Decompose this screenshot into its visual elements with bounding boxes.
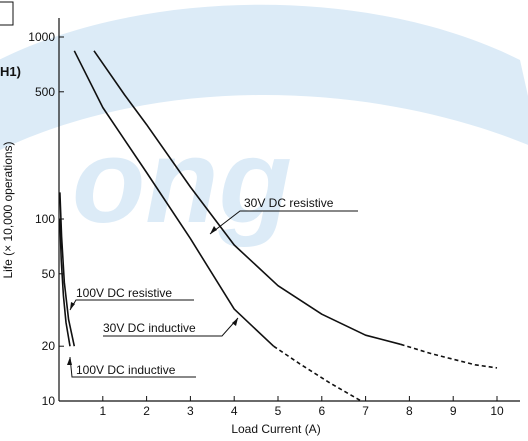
series-extrapolation-30v-dc-resistive bbox=[400, 343, 498, 369]
series-line-100v-dc-resistive bbox=[59, 192, 76, 347]
svg-text:ong: ong bbox=[72, 114, 292, 248]
header-box-fragment bbox=[0, 1, 14, 26]
series-line-30v-dc-inductive bbox=[73, 50, 275, 347]
label-100v-inductive: 100V DC inductive bbox=[67, 356, 196, 378]
x-tick-label: 8 bbox=[406, 404, 413, 418]
series-line-30v-dc-resistive bbox=[93, 50, 401, 346]
series-line-100v-dc-inductive bbox=[59, 218, 71, 347]
label-100v-inductive-text: 100V DC inductive bbox=[76, 363, 176, 377]
header-fragment: H1) bbox=[0, 64, 21, 79]
label-30v-resistive-text: 30V DC resistive bbox=[244, 196, 334, 210]
label-100v-resistive-text: 100V DC resistive bbox=[76, 286, 172, 300]
x-tick-label: 3 bbox=[187, 404, 194, 418]
y-tick-label: 100 bbox=[35, 212, 55, 226]
x-tick-label: 4 bbox=[231, 404, 238, 418]
y-tick-label: 500 bbox=[35, 85, 55, 99]
y-tick-label: 50 bbox=[42, 267, 56, 281]
series-extrapolation-30v-dc-inductive bbox=[273, 345, 362, 402]
x-tick-label: 2 bbox=[143, 404, 150, 418]
x-axis-title: Load Current (A) bbox=[231, 422, 320, 436]
y-tick-label: 10 bbox=[42, 394, 56, 408]
x-tick-label: 6 bbox=[318, 404, 325, 418]
y-tick-label: 1000 bbox=[28, 30, 55, 44]
watermark: ong bbox=[0, 4, 528, 248]
x-tick-label: 1 bbox=[99, 404, 106, 418]
label-30v-inductive: 30V DC inductive bbox=[103, 317, 239, 337]
label-30v-inductive-text: 30V DC inductive bbox=[103, 321, 196, 335]
x-tick-label: 5 bbox=[275, 404, 282, 418]
x-tick-label: 9 bbox=[450, 404, 457, 418]
label-30v-resistive: 30V DC resistive bbox=[209, 196, 358, 235]
x-tick-label: 10 bbox=[490, 404, 504, 418]
y-axis-title: Life (× 10,000 operations) bbox=[1, 141, 15, 278]
y-tick-label: 20 bbox=[42, 339, 56, 353]
x-tick-label: 7 bbox=[362, 404, 369, 418]
label-100v-resistive: 100V DC resistive bbox=[69, 286, 194, 311]
